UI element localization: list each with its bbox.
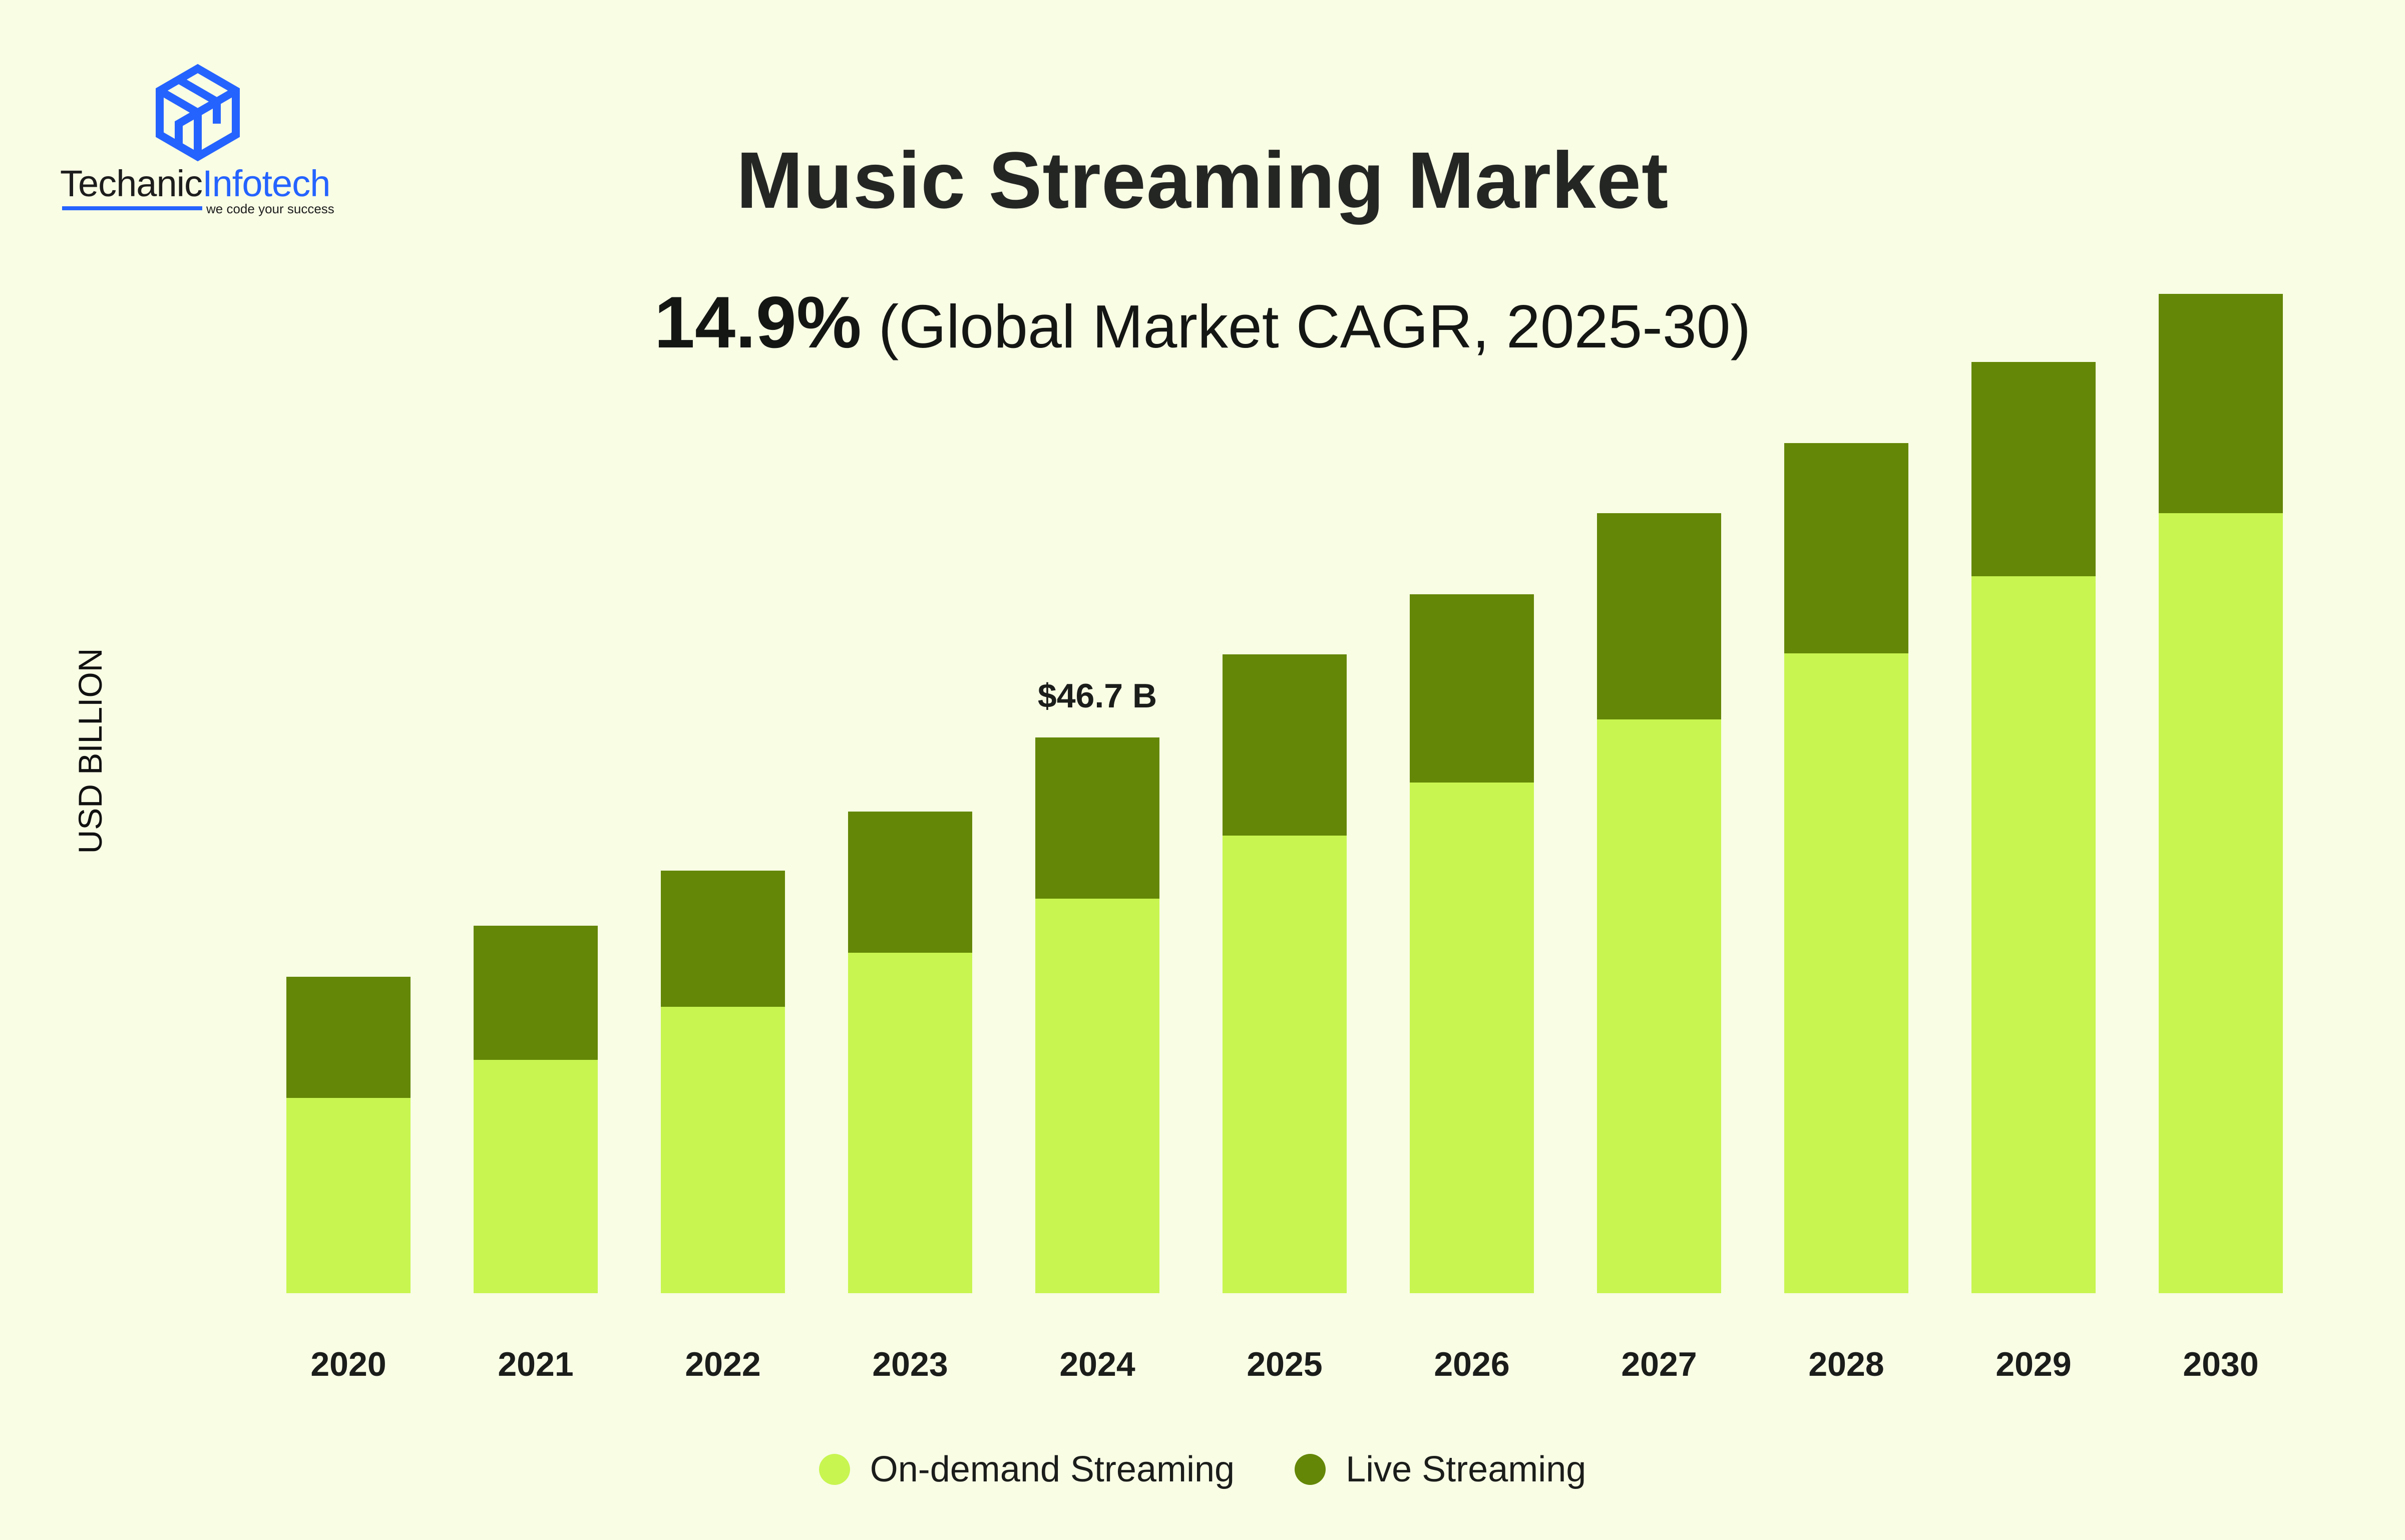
- bar-on-demand-2026: [1410, 783, 1534, 1293]
- x-tick-label-2024: 2024: [1059, 1345, 1135, 1383]
- cagr-subtitle: 14.9% (Global Market CAGR, 2025-30): [0, 280, 2405, 364]
- brand-tagline: we code your success: [206, 201, 334, 216]
- x-tick-label-2026: 2026: [1434, 1345, 1509, 1383]
- bar-on-demand-2020: [286, 1098, 411, 1293]
- bar-live-2025: [1223, 654, 1347, 836]
- bar-on-demand-2028: [1784, 653, 1908, 1293]
- bar-on-demand-2027: [1597, 719, 1721, 1293]
- x-tick-label-2030: 2030: [2183, 1345, 2258, 1383]
- legend-item-live: Live Streaming: [1295, 1449, 1586, 1490]
- bar-live-2021: [474, 926, 598, 1060]
- bar-live-2022: [661, 871, 785, 1007]
- cagr-value: 14.9%: [654, 281, 862, 363]
- x-tick-label-2027: 2027: [1621, 1345, 1697, 1383]
- legend-item-on-demand: On-demand Streaming: [819, 1449, 1235, 1490]
- bar-live-2020: [286, 977, 411, 1098]
- x-tick-label-2021: 2021: [498, 1345, 573, 1383]
- legend-swatch-on-demand: [819, 1454, 850, 1485]
- bar-live-2026: [1410, 594, 1534, 783]
- legend: On-demand Streaming Live Streaming: [0, 1442, 2405, 1497]
- bar-live-2029: [1971, 362, 2096, 576]
- page-title: Music Streaming Market: [736, 135, 1669, 225]
- x-tick-label-2023: 2023: [872, 1345, 948, 1383]
- x-tick-label-2028: 2028: [1808, 1345, 1884, 1383]
- techanic-logo-icon: [156, 64, 240, 162]
- brand-logo: TechanicInfotech we code your success: [55, 60, 375, 220]
- bar-on-demand-2029: [1971, 576, 2096, 1293]
- brand-name-part1: Techanic: [60, 163, 203, 204]
- legend-swatch-live: [1295, 1454, 1326, 1485]
- bar-on-demand-2025: [1223, 836, 1347, 1293]
- x-tick-label-2029: 2029: [1995, 1345, 2071, 1383]
- data-label-2024: $46.7 B: [1038, 677, 1157, 715]
- bar-on-demand-2030: [2159, 513, 2283, 1293]
- bar-live-2024: [1035, 737, 1159, 899]
- x-tick-label-2020: 2020: [310, 1345, 386, 1383]
- brand-name-part2: Infotech: [202, 163, 330, 204]
- bar-on-demand-2022: [661, 1007, 785, 1293]
- bar-live-2030: [2159, 294, 2283, 513]
- bar-on-demand-2023: [848, 953, 972, 1293]
- bar-live-2023: [848, 812, 972, 953]
- x-tick-label-2025: 2025: [1247, 1345, 1322, 1383]
- cagr-text: (Global Market CAGR, 2025-30): [878, 292, 1751, 360]
- brand-name: TechanicInfotech: [60, 165, 330, 202]
- bar-on-demand-2024: [1035, 899, 1159, 1293]
- bar-live-2027: [1597, 513, 1721, 719]
- x-tick-label-2022: 2022: [685, 1345, 760, 1383]
- legend-label-on-demand: On-demand Streaming: [870, 1449, 1235, 1489]
- bar-on-demand-2021: [474, 1060, 598, 1293]
- bar-live-2028: [1784, 443, 1908, 653]
- brand-underline: [62, 206, 202, 210]
- legend-label-live: Live Streaming: [1346, 1449, 1586, 1489]
